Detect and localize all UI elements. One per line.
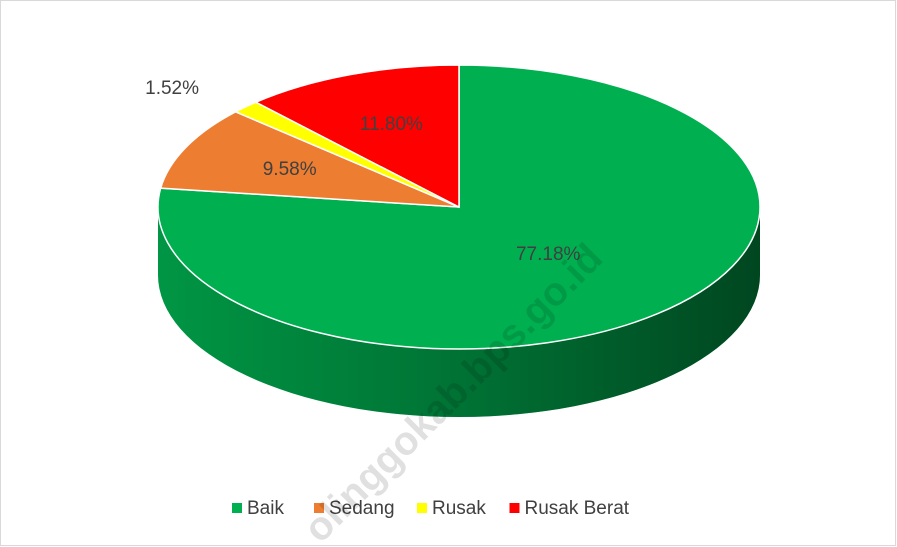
data-label: 77.18% bbox=[516, 244, 581, 265]
legend-label: Rusak bbox=[432, 498, 486, 519]
slice-side-shade bbox=[158, 207, 760, 417]
legend-marker bbox=[417, 503, 427, 513]
data-label: 9.58% bbox=[263, 159, 317, 180]
legend-marker bbox=[509, 503, 520, 513]
legend: Baik Sedang Rusak Rusak Berat bbox=[232, 498, 630, 519]
slice bbox=[254, 64, 460, 209]
legend-label: Sedang bbox=[329, 498, 395, 519]
data-label: 11.80% bbox=[360, 114, 423, 135]
slice bbox=[157, 64, 761, 350]
data-label: 1.52% bbox=[145, 78, 199, 99]
legend-label: Rusak Berat bbox=[525, 498, 630, 519]
legend-label: Baik bbox=[247, 498, 284, 519]
legend-marker bbox=[314, 503, 324, 513]
slice bbox=[159, 110, 460, 208]
legend-marker bbox=[232, 503, 242, 513]
